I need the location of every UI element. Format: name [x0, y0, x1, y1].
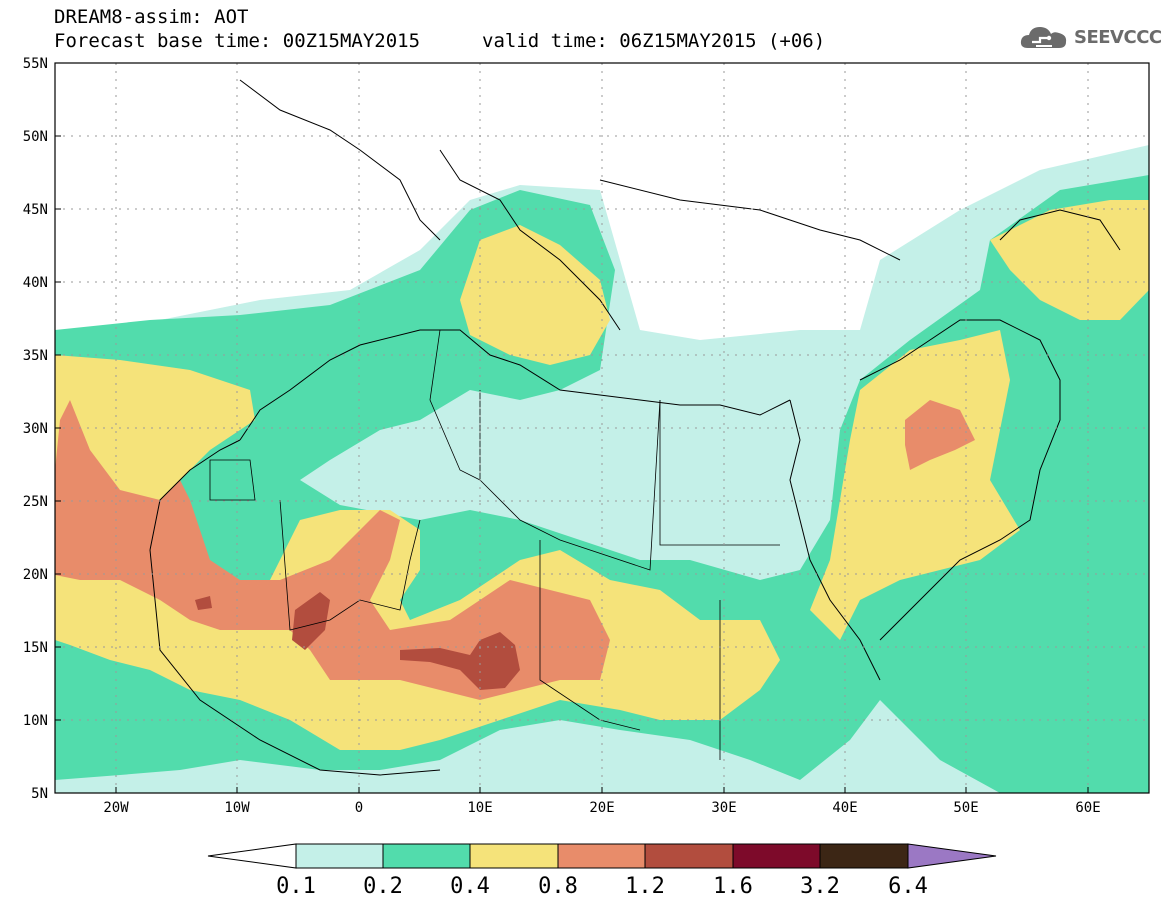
colorbar-label: 1.6 — [713, 874, 753, 899]
lon-tick-label: 0 — [355, 800, 363, 816]
colorbar-label: 3.2 — [800, 874, 840, 899]
title-base-time: Forecast base time: 00Z15MAY2015 — [54, 30, 421, 52]
aot-band-0.4-italy — [460, 225, 610, 365]
lat-tick-label: 15N — [23, 640, 48, 656]
cloud-icon — [1020, 27, 1067, 48]
lon-tick-label: 10E — [467, 800, 492, 816]
latitude-labels: 55N 50N 45N 40N 35N 30N 25N 20N 15N 10N … — [23, 56, 48, 802]
colorbar-high-arrow — [907, 843, 997, 869]
tick-marks — [55, 62, 1089, 794]
lat-tick-label: 20N — [23, 567, 48, 583]
colorbar-label: 0.1 — [276, 874, 316, 899]
aot-band-0.4-arabia — [810, 330, 1020, 640]
colorbar: 0.1 0.2 0.4 0.8 1.2 1.6 3.2 6.4 — [207, 843, 997, 899]
lat-tick-label: 35N — [23, 348, 48, 364]
colorbar-segment — [295, 843, 384, 869]
lat-tick-label: 30N — [23, 421, 48, 437]
lon-tick-label: 30E — [711, 800, 736, 816]
colorbar-label: 1.2 — [625, 874, 665, 899]
title-valid-time: valid time: 06Z15MAY2015 (+06) — [482, 30, 826, 52]
lat-tick-label: 5N — [31, 786, 48, 802]
lon-tick-label: 10W — [224, 800, 250, 816]
lat-tick-label: 40N — [23, 275, 48, 291]
lat-tick-label: 45N — [23, 202, 48, 218]
title-model-line: DREAM8-assim: AOT — [54, 6, 249, 28]
lon-tick-label: 50E — [953, 800, 978, 816]
coastlines — [149, 79, 1121, 776]
lat-tick-label: 55N — [23, 56, 48, 72]
colorbar-segment — [469, 843, 559, 869]
aot-band-0.8-iraq — [905, 400, 975, 470]
colorbar-label: 0.8 — [538, 874, 578, 899]
aot-band-1.2 — [195, 592, 520, 690]
colorbar-low-arrow — [207, 843, 297, 869]
seevccc-logo: SEEVCCC — [1018, 22, 1162, 52]
longitude-labels: 20W 10W 0 10E 20E 30E 40E 50E 60E — [103, 800, 1100, 816]
colorbar-label: 0.2 — [363, 874, 403, 899]
colorbar-segment — [819, 843, 909, 869]
colorbar-label: 0.4 — [450, 874, 490, 899]
lat-tick-label: 25N — [23, 494, 48, 510]
aot-band-0.8 — [55, 400, 610, 700]
lon-tick-label: 40E — [832, 800, 857, 816]
logo-text: SEEVCCC — [1074, 26, 1162, 48]
lon-tick-label: 20E — [589, 800, 614, 816]
colorbar-segment — [382, 843, 471, 869]
lon-tick-label: 20W — [103, 800, 129, 816]
colorbar-segment — [732, 843, 821, 869]
colorbar-label: 6.4 — [888, 874, 928, 899]
lat-tick-label: 10N — [23, 713, 48, 729]
aot-contour-fill — [55, 145, 1149, 793]
lon-tick-label: 60E — [1075, 800, 1100, 816]
colorbar-segment — [644, 843, 734, 869]
gridlines — [55, 63, 1149, 793]
lat-tick-label: 50N — [23, 129, 48, 145]
aot-band-0.4-caspian — [990, 200, 1149, 320]
colorbar-segment — [557, 843, 646, 869]
